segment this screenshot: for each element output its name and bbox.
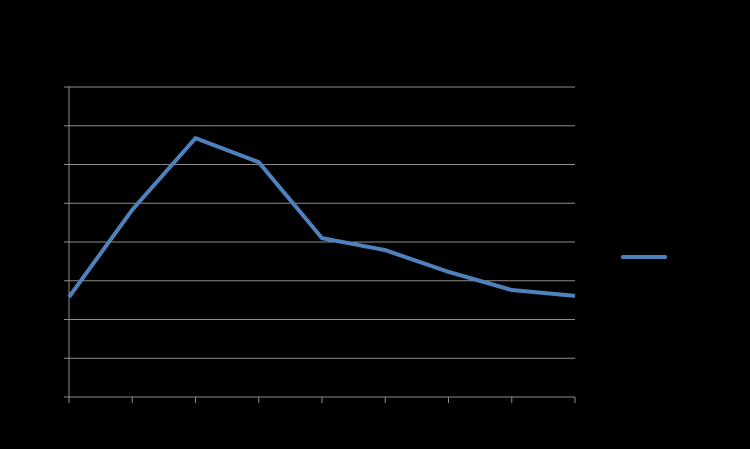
- y-tick-label: 8: [52, 79, 59, 93]
- y-tick-label: 6: [52, 157, 59, 171]
- y-tick-label: 7: [52, 118, 59, 132]
- y-tick-label: 3: [52, 273, 59, 287]
- y-tick-label: 0: [52, 389, 59, 403]
- y-tick-label: 2: [52, 312, 59, 326]
- y-tick-label: 5: [52, 195, 59, 209]
- y-tick-label: 4: [52, 234, 59, 248]
- line-series: [67, 136, 576, 299]
- y-tick-label: 1: [52, 350, 59, 364]
